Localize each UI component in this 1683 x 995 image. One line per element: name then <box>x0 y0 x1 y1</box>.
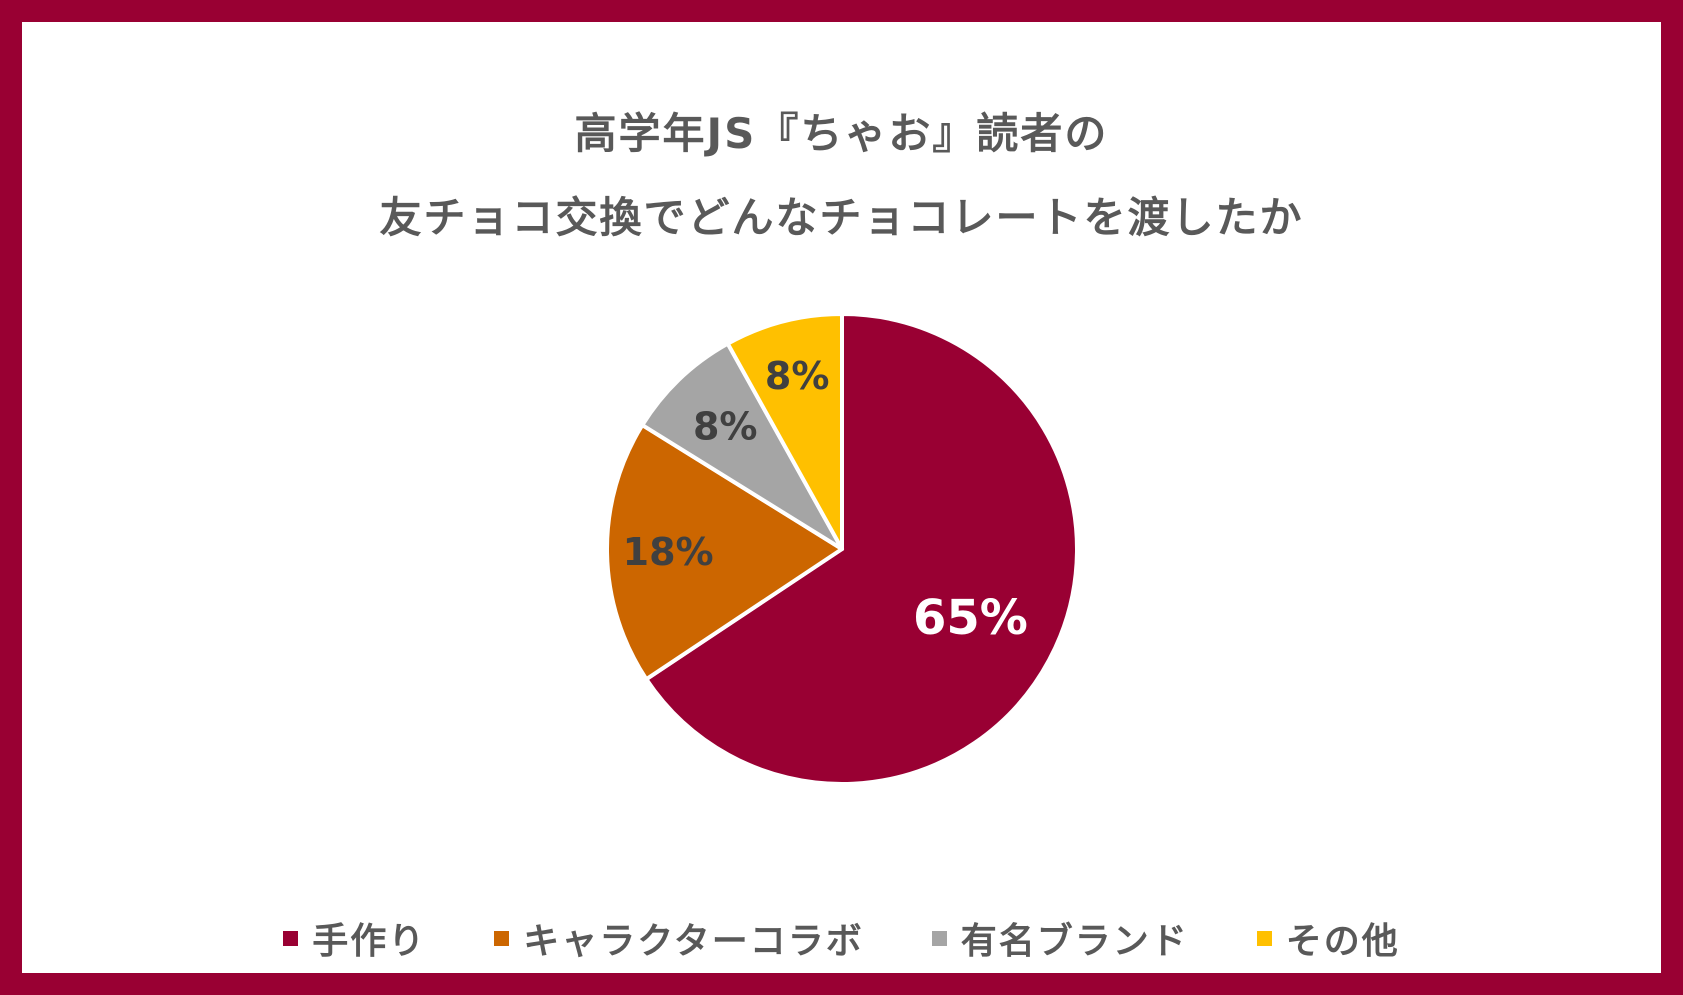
chart-title-line-1: 高学年JS『ちゃお』読者の <box>574 109 1109 158</box>
legend-item-other: その他 <box>1256 912 1400 964</box>
pie-slices <box>605 312 1079 786</box>
chart-title: 高学年JS『ちゃお』読者の 友チョコ交換でどんなチョコレートを渡したか <box>22 92 1661 260</box>
legend-label: キャラクターコラボ <box>523 921 864 962</box>
legend-item-famous-brand: 有名ブランド <box>931 912 1189 964</box>
slice-other-label: 8% <box>765 354 830 398</box>
legend-item-handmade: 手作り <box>283 912 426 964</box>
slice-handmade <box>644 312 1079 786</box>
slice-other <box>725 312 844 551</box>
legend-swatch <box>931 930 947 946</box>
legend-swatch <box>494 930 510 946</box>
slice-handmade-label: 65% <box>913 590 1028 646</box>
slice-famous-brand <box>640 341 844 551</box>
legend-item-character-collab: キャラクターコラボ <box>494 912 864 964</box>
slice-character-collab-label: 18% <box>623 530 714 574</box>
legend-swatch <box>283 930 299 946</box>
chart-title-line-2: 友チョコ交換でどんなチョコレートを渡したか <box>379 193 1304 242</box>
legend-label: 有名ブランド <box>960 921 1189 962</box>
legend-swatch <box>1256 930 1272 946</box>
pie-data-labels: 65% 18% 8%8% <box>623 354 1028 646</box>
legend-label: その他 <box>1285 921 1400 962</box>
slice-famous-brand-label: 8% <box>693 405 758 449</box>
pie-chart: 65% 18% 8%8% <box>605 312 1079 786</box>
legend-label: 手作り <box>312 921 427 962</box>
legend: 手作り キャラクターコラボ 有名ブランド その他 <box>22 912 1661 964</box>
slice-character-collab <box>605 423 844 682</box>
